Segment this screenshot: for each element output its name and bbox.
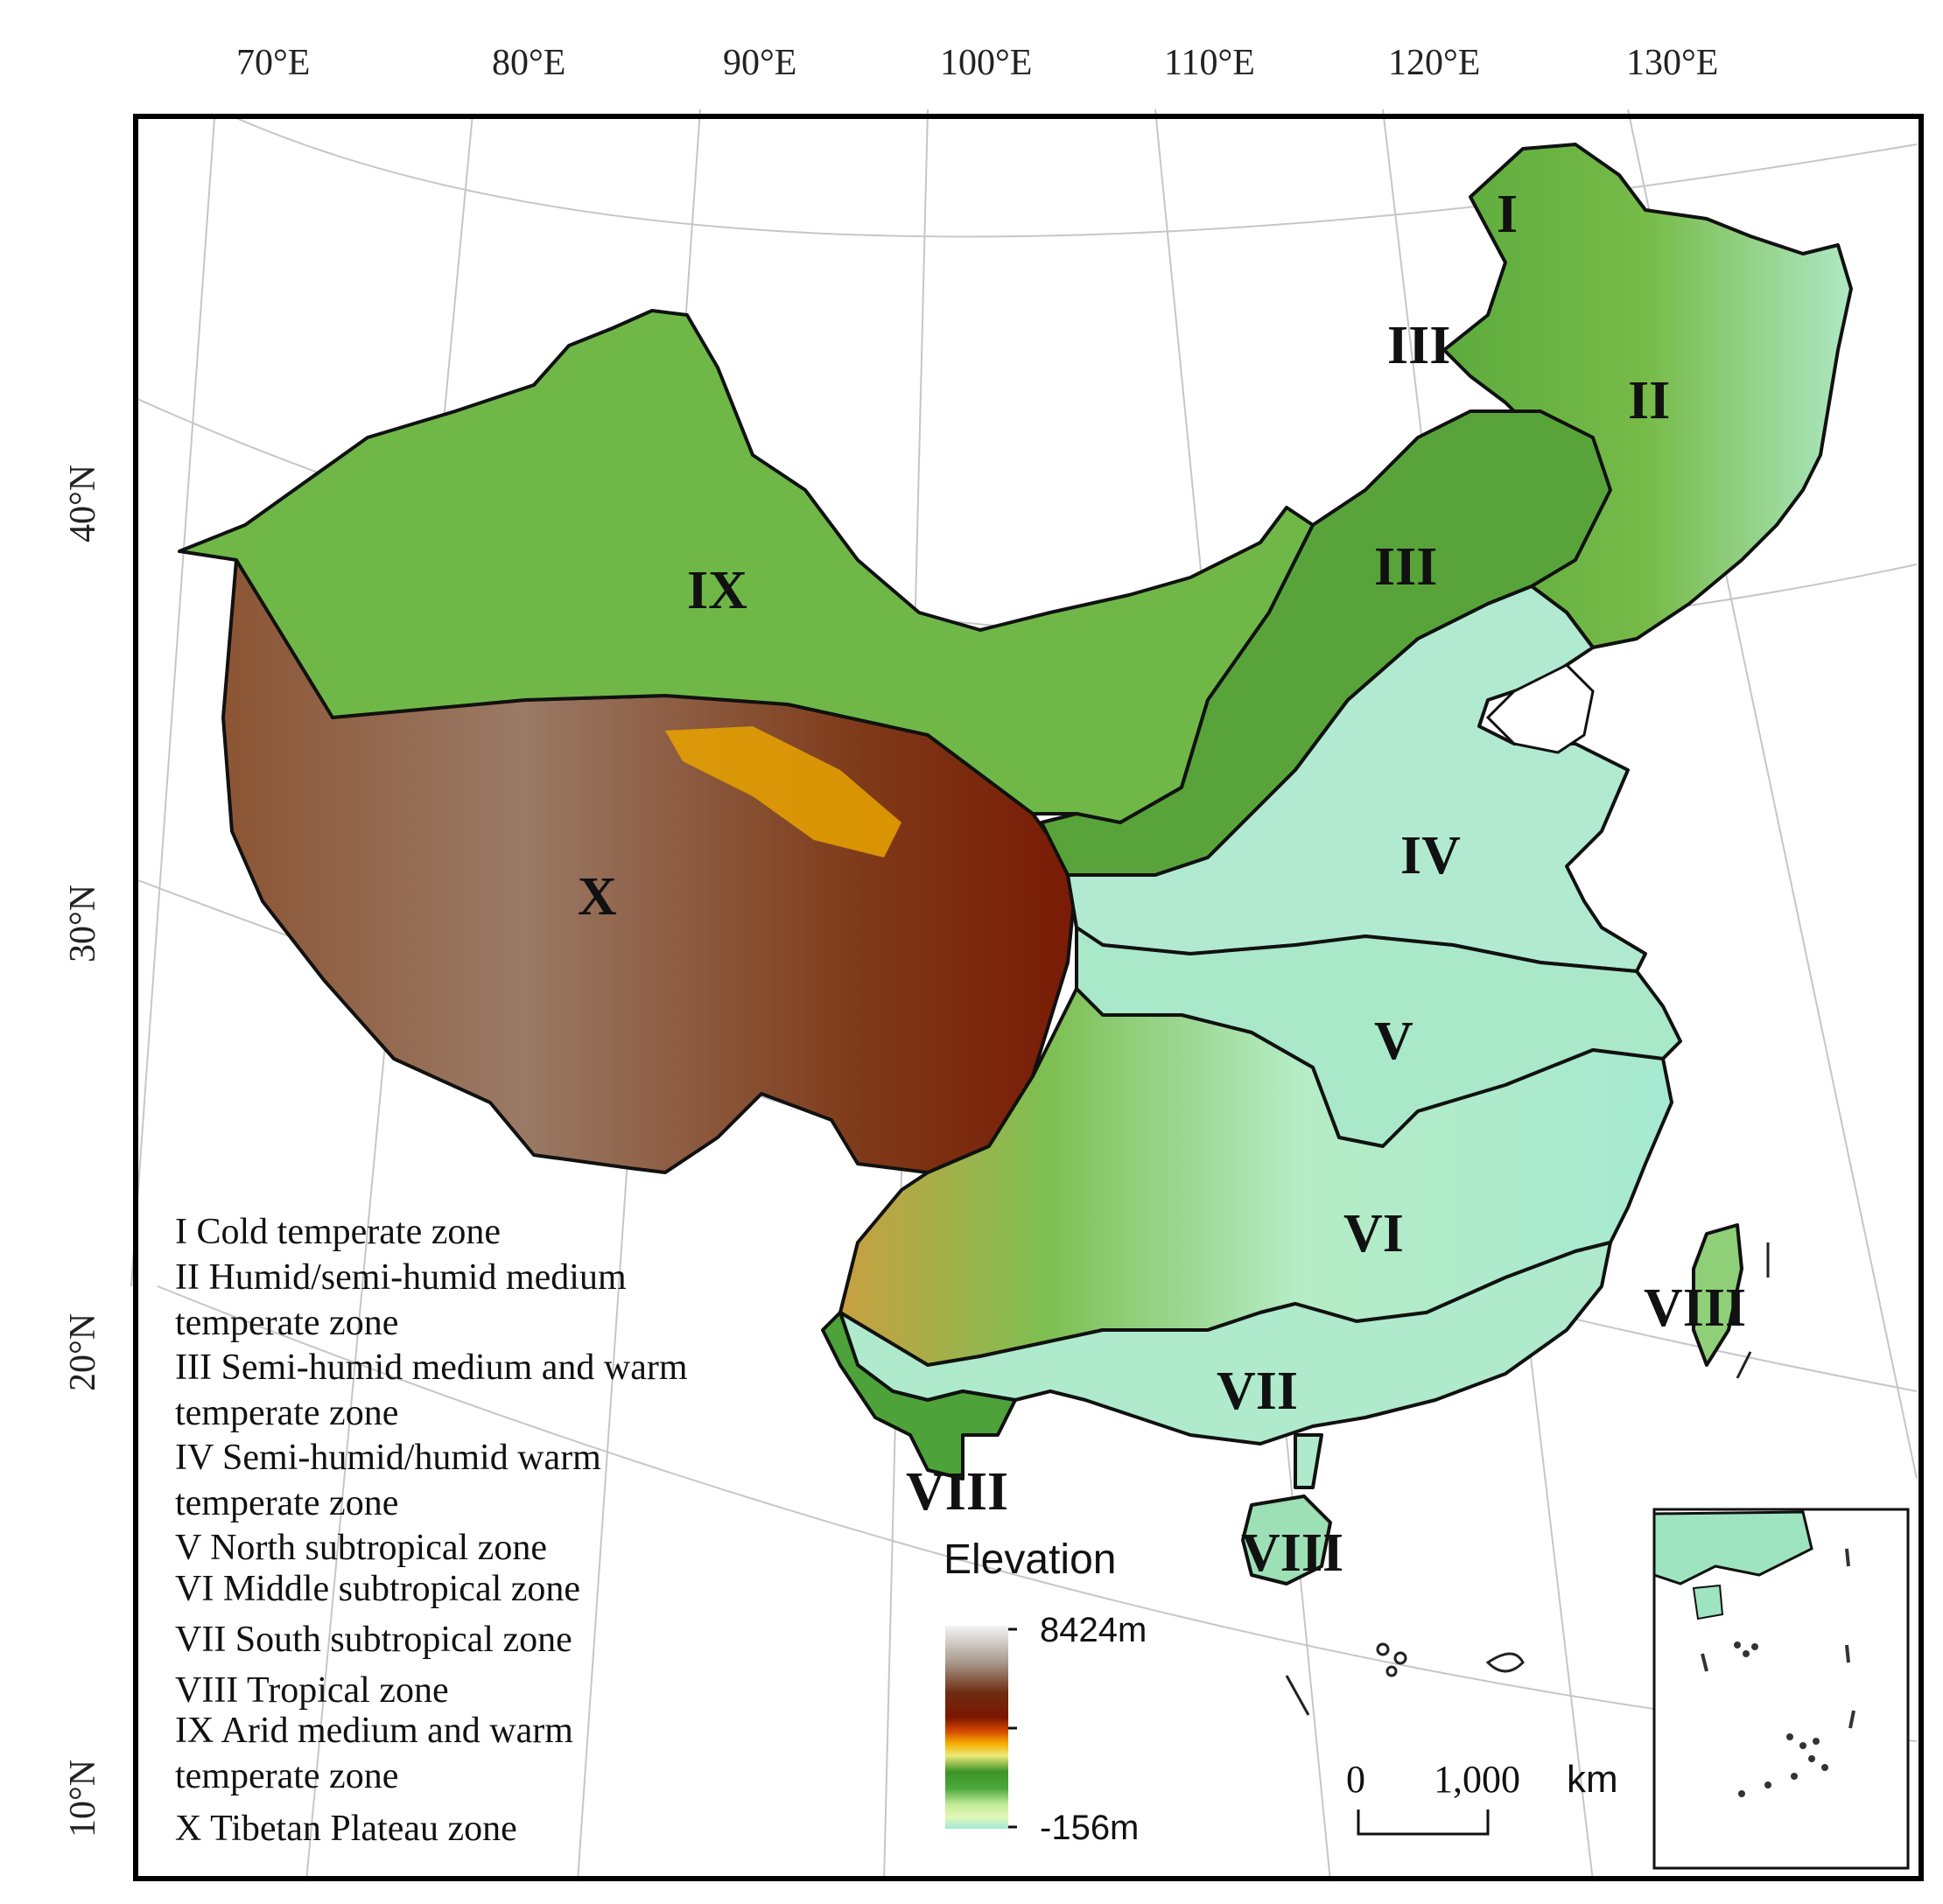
tick-lon-110: 110°E	[1164, 43, 1255, 83]
elevation-title: Elevation	[943, 1536, 1116, 1583]
legend-item-iv: IV Semi-humid/humid warm temperate zone	[175, 1438, 601, 1523]
legend-item-iii: III Semi-humid medium and warm temperate…	[175, 1348, 688, 1433]
qaidam-basin	[665, 726, 901, 858]
legend-item-vi: VI Middle subtropical zone	[175, 1569, 581, 1609]
tick-lon-100: 100°E	[940, 43, 1032, 83]
scale-bar: 0 1,000 km	[1346, 1758, 1618, 1836]
china-landmass	[178, 143, 1853, 1586]
taiwan-island	[1692, 1223, 1743, 1367]
legend-item-i: I Cold temperate zone	[175, 1212, 502, 1252]
tick-lat-20: 20°N	[63, 1313, 103, 1391]
hainan-island	[1241, 1494, 1332, 1586]
zone-label-v: V	[1374, 1012, 1413, 1071]
tick-lon-120: 120°E	[1388, 43, 1480, 83]
scale-unit: km	[1567, 1758, 1618, 1801]
tick-lat-40: 40°N	[63, 465, 103, 542]
bohai-sea	[1485, 663, 1595, 754]
tick-lat-30: 30°N	[63, 885, 103, 962]
zone-label-iii: III	[1374, 537, 1437, 597]
zone-ix-region	[178, 309, 1315, 824]
legend-item-vii: VII South subtropical zone	[175, 1620, 572, 1660]
tick-lon-70: 70°E	[236, 43, 310, 83]
zone-label-viii-taiwan: VIII	[1644, 1278, 1746, 1338]
tick-lon-130: 130°E	[1626, 43, 1718, 83]
zone-label-vii: VII	[1217, 1362, 1298, 1421]
leizhou-peninsula	[1294, 1433, 1323, 1489]
elevation-max-label: 8424m	[1040, 1611, 1147, 1649]
south-china-sea-inset	[1652, 1508, 1910, 1870]
zone-label-viii-hainan: VIII	[1241, 1523, 1343, 1583]
tick-lat-10: 10°N	[63, 1760, 103, 1838]
legend-item-ix: IX Arid medium and warm temperate zone	[175, 1711, 573, 1796]
zone-label-iv: IV	[1400, 826, 1461, 886]
zone-label-i: I	[1497, 185, 1518, 244]
south-sea-islands	[1285, 1242, 1770, 1716]
zone-labels: I II III III IV V VI VII VIII VIII VIII …	[578, 185, 1746, 1583]
longitude-ticks: 70°E 80°E 90°E 100°E 110°E 120°E 130°E	[236, 43, 1718, 83]
zone-label-vi: VI	[1343, 1204, 1404, 1264]
zone-label-iii-north: III	[1387, 316, 1450, 375]
tick-lon-90: 90°E	[723, 43, 796, 83]
legend-item-x: X Tibetan Plateau zone	[175, 1809, 517, 1849]
elevation-legend: Elevation 8424m -156m	[943, 1536, 1147, 1847]
zone-label-ix: IX	[687, 561, 747, 620]
tick-lon-80: 80°E	[492, 43, 565, 83]
scale-distance: 1,000	[1434, 1758, 1520, 1801]
elevation-min-label: -156m	[1040, 1809, 1139, 1847]
latitude-ticks: 40°N 30°N 20°N 10°N	[63, 465, 103, 1838]
legend-item-viii: VIII Tropical zone	[175, 1670, 449, 1711]
zone-label-ii: II	[1628, 371, 1670, 430]
map-frame	[133, 114, 1924, 1881]
zone-label-x: X	[578, 867, 617, 927]
legend-item-v: V North subtropical zone	[175, 1528, 547, 1568]
elevation-colorbar	[945, 1626, 1008, 1829]
scale-zero: 0	[1346, 1758, 1365, 1801]
legend-item-ii: II Humid/semi-humid medium temperate zon…	[175, 1257, 627, 1343]
zone-viii-yunnan-region	[821, 1311, 1017, 1480]
zone-label-viii-yunnan: VIII	[906, 1462, 1008, 1522]
